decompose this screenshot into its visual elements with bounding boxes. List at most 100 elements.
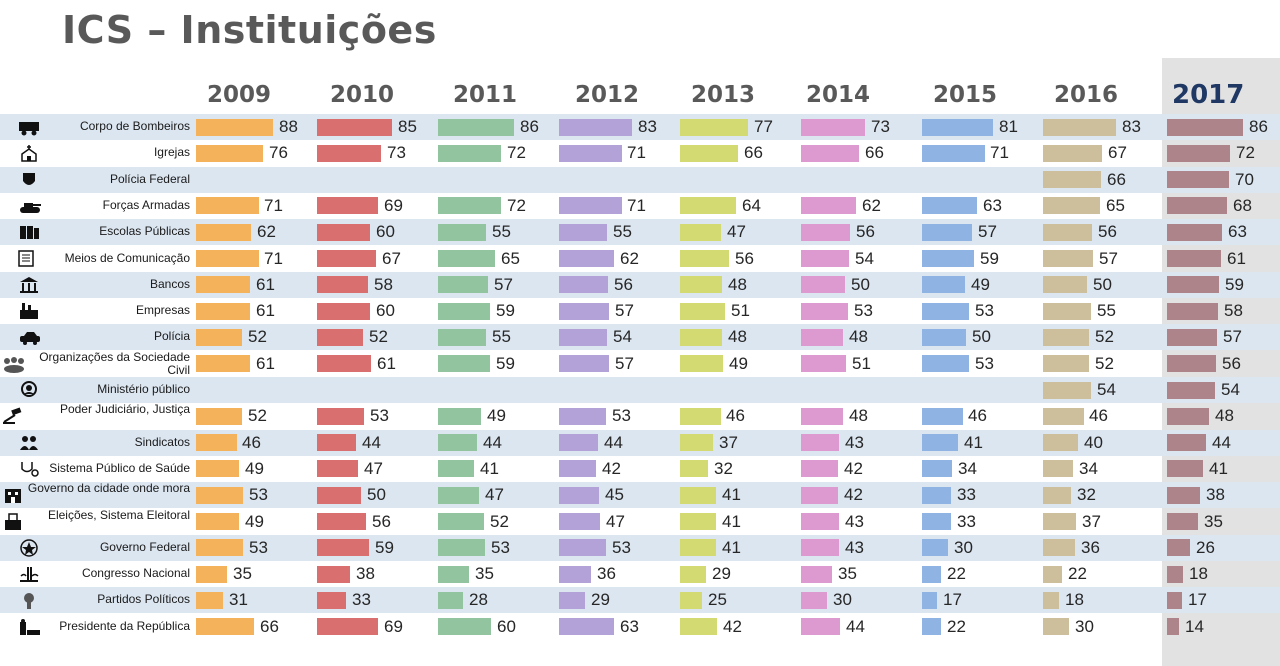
- bar-2013: [680, 197, 737, 214]
- data-label: 71: [264, 196, 283, 215]
- bar-2012: [559, 434, 598, 451]
- data-label: 48: [728, 327, 747, 346]
- data-label: 55: [613, 222, 632, 241]
- bar-2009: [196, 460, 240, 477]
- data-label: 57: [978, 222, 997, 241]
- bar-2013: [680, 329, 723, 346]
- data-label: 52: [248, 406, 267, 425]
- bar-2009: [196, 119, 274, 136]
- year-header-2017: 2017: [1172, 80, 1245, 110]
- data-label: 69: [384, 617, 403, 636]
- bar-2017: [1167, 276, 1219, 293]
- stethoscope-icon: [21, 462, 39, 477]
- bar-2015: [922, 145, 985, 162]
- bar-2011: [438, 276, 489, 293]
- fire-truck-icon: [19, 122, 39, 136]
- data-label: 49: [487, 406, 506, 425]
- bar-2014: [801, 119, 866, 136]
- data-label: 36: [597, 564, 616, 583]
- bar-2011: [438, 513, 484, 530]
- data-label: 41: [722, 485, 741, 504]
- data-label: 54: [855, 249, 874, 268]
- data-label: 47: [364, 459, 383, 478]
- bar-2014: [801, 592, 828, 609]
- bar-2012: [559, 329, 607, 346]
- bar-2013: [680, 539, 717, 556]
- table-row: [0, 587, 1280, 613]
- row-label: Governo da cidade onde mora: [27, 481, 190, 495]
- data-label: 72: [1236, 143, 1255, 162]
- year-header-2011: 2011: [453, 82, 518, 108]
- bar-2013: [680, 566, 706, 583]
- data-label: 52: [369, 327, 388, 346]
- data-label: 59: [496, 354, 515, 373]
- bar-2012: [559, 303, 610, 320]
- row-label: Bancos: [149, 277, 190, 291]
- bar-2014: [801, 408, 844, 425]
- bar-2017: [1167, 355, 1217, 372]
- row-label: Congresso Nacional: [81, 566, 190, 580]
- data-label: 57: [494, 275, 513, 294]
- year-header-2009: 2009: [207, 82, 272, 108]
- bar-2012: [559, 119, 632, 136]
- bar-2010: [317, 408, 364, 425]
- bar-2015: [922, 539, 949, 556]
- data-label: 63: [983, 196, 1002, 215]
- data-label: 72: [507, 196, 526, 215]
- data-label: 35: [475, 564, 494, 583]
- row-label: Organizações da Sociedade Civil: [39, 350, 190, 377]
- bar-2014: [801, 329, 844, 346]
- bar-2016: [1043, 145, 1102, 162]
- data-label: 63: [1228, 222, 1247, 241]
- bar-2014: [801, 355, 846, 372]
- bar-2015: [922, 592, 937, 609]
- data-label: 41: [964, 433, 983, 452]
- data-label: 18: [1065, 590, 1084, 609]
- bar-2013: [680, 224, 722, 241]
- bar-2009: [196, 276, 250, 293]
- city-hall-icon: [5, 489, 21, 503]
- bar-2013: [680, 355, 724, 372]
- data-label: 69: [384, 196, 403, 215]
- data-label: 53: [612, 538, 631, 557]
- data-label: 36: [1081, 538, 1100, 557]
- data-label: 42: [723, 617, 742, 636]
- data-label: 17: [943, 590, 962, 609]
- data-label: 56: [1098, 222, 1117, 241]
- data-label: 72: [507, 143, 526, 162]
- bar-2010: [317, 145, 382, 162]
- bar-2015: [922, 566, 942, 583]
- bar-2017: [1167, 382, 1215, 399]
- data-label: 52: [1095, 327, 1114, 346]
- police-badge-icon: [23, 173, 35, 185]
- data-label: 70: [1235, 170, 1254, 189]
- data-label: 47: [606, 512, 625, 531]
- page-title: ICS – Instituições: [62, 8, 437, 52]
- data-label: 66: [865, 143, 884, 162]
- bar-2014: [801, 224, 851, 241]
- data-label: 47: [727, 222, 746, 241]
- bar-2009: [196, 434, 237, 451]
- bar-2009: [196, 145, 263, 162]
- bar-2017: [1167, 250, 1221, 267]
- row-label: Escolas Públicas: [99, 224, 190, 238]
- data-label: 64: [742, 196, 761, 215]
- data-label: 62: [257, 222, 276, 241]
- data-label: 41: [480, 459, 499, 478]
- data-label: 29: [712, 564, 731, 583]
- data-label: 60: [376, 222, 395, 241]
- data-label: 43: [845, 433, 864, 452]
- bar-2011: [438, 329, 487, 346]
- bar-2014: [801, 460, 838, 477]
- data-label: 43: [845, 512, 864, 531]
- bar-2011: [438, 460, 475, 477]
- president-icon: [20, 619, 40, 635]
- data-label: 71: [264, 249, 283, 268]
- data-label: 46: [726, 406, 745, 425]
- bar-2017: [1167, 224, 1223, 241]
- bar-2016: [1043, 539, 1075, 556]
- bar-2009: [196, 250, 259, 267]
- data-label: 59: [496, 301, 515, 320]
- data-label: 68: [1233, 196, 1252, 215]
- data-label: 53: [370, 406, 389, 425]
